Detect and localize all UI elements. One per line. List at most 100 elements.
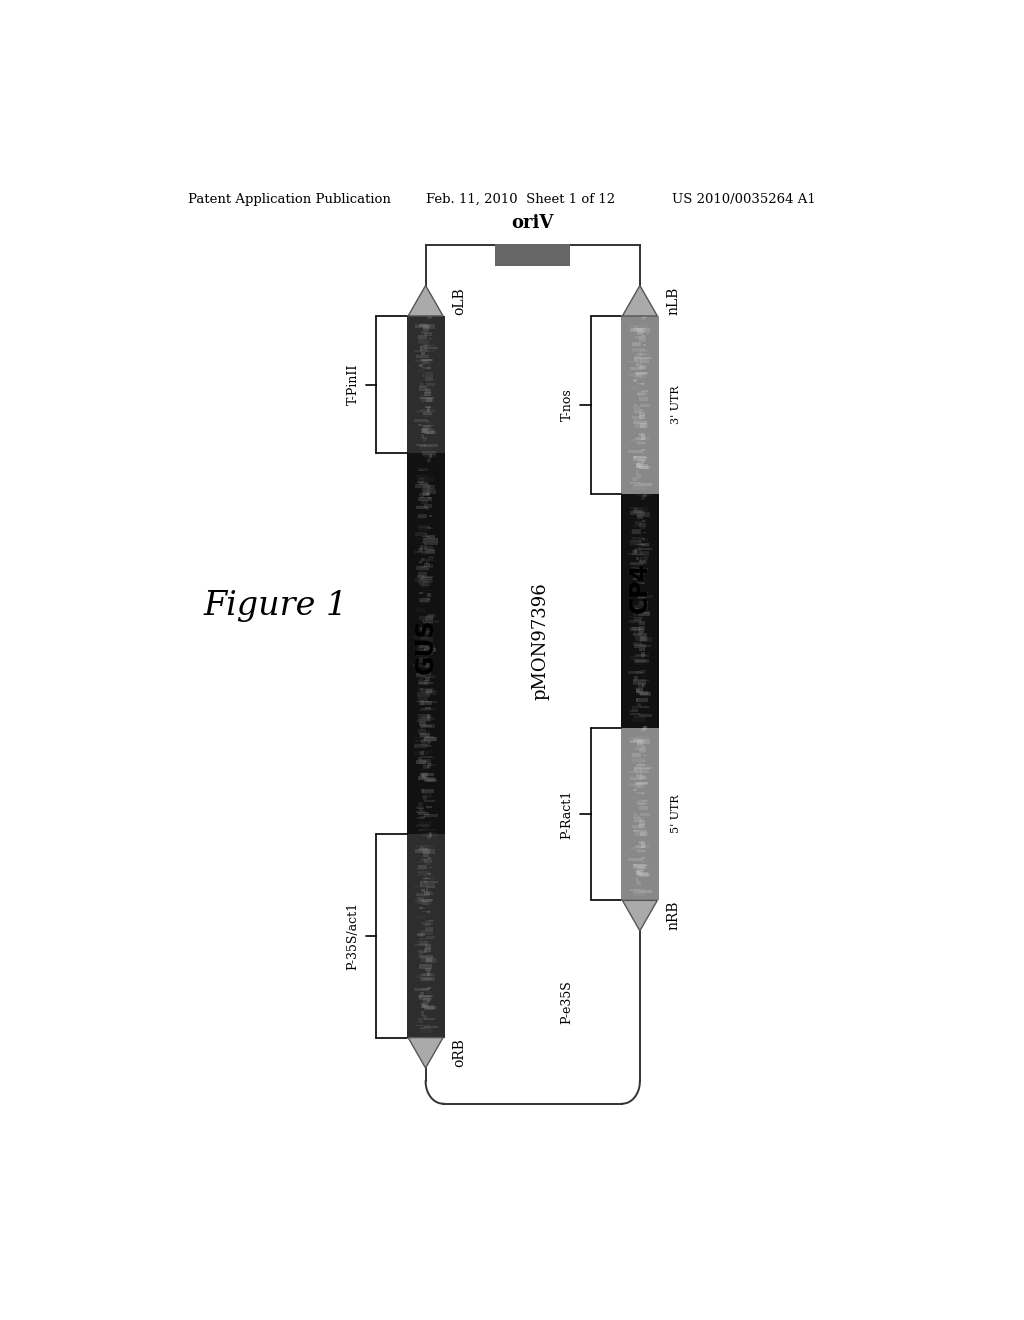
Bar [641,436,645,440]
Bar [636,463,643,467]
Bar [424,677,430,678]
Bar [420,599,429,602]
Bar [420,816,425,817]
Bar [416,325,430,329]
Bar [418,680,429,685]
Bar [417,335,426,339]
Bar [423,900,428,906]
Bar [425,944,431,949]
Bar [416,444,425,446]
Bar [639,616,644,619]
Bar [633,529,641,533]
Bar [427,578,431,581]
Bar [424,345,435,347]
Bar [634,865,646,866]
Bar [639,416,645,420]
Bar [426,508,430,510]
Bar [636,870,643,874]
Bar [419,445,432,450]
Bar [636,552,640,556]
Bar [418,949,427,953]
Bar [427,614,435,618]
Bar [423,581,428,586]
Bar [639,620,645,626]
Bar [417,480,424,483]
Bar [639,433,645,436]
Bar [416,506,428,510]
Bar [423,725,432,727]
Bar [639,543,642,545]
Bar [630,562,643,565]
Bar [418,871,429,874]
Bar [424,671,431,675]
Bar [422,829,435,832]
Bar [418,335,427,339]
Bar [634,407,640,409]
Bar [426,645,435,649]
Bar [637,850,646,851]
Bar [629,553,643,554]
Bar [634,327,642,331]
Bar [421,330,428,334]
Bar [426,863,430,865]
Bar [633,863,645,869]
Bar [636,507,649,511]
Bar [634,817,641,822]
Bar [628,781,642,785]
Bar [419,701,431,705]
Bar [416,894,428,896]
Bar [427,750,432,752]
Bar [427,593,431,597]
Bar [418,642,425,644]
Bar [634,644,646,648]
Bar [632,550,637,554]
Bar [633,680,645,685]
Bar [423,1015,427,1019]
Bar [637,331,643,335]
Bar [635,577,646,578]
Bar [423,851,429,857]
Bar [631,507,638,511]
Bar [416,411,430,413]
Bar [421,346,427,348]
Bar [415,360,427,363]
Text: P-35S/act1: P-35S/act1 [346,902,359,970]
Bar [636,698,638,702]
Bar [419,697,428,702]
Bar [423,998,430,1003]
Bar [416,1024,425,1027]
Bar [418,776,426,780]
Bar [421,397,434,403]
Bar [643,726,647,730]
Bar [422,788,424,793]
Bar [636,437,646,440]
Bar [424,891,430,895]
Bar [427,911,430,912]
Bar [422,374,424,378]
Bar [639,644,651,647]
Bar [641,317,645,321]
Bar [632,387,639,389]
Bar [633,820,642,821]
Bar [423,325,435,329]
Bar [621,727,658,900]
Text: pMON97396: pMON97396 [531,582,550,700]
Bar [428,557,434,561]
Bar [640,358,649,363]
Bar [635,569,647,572]
Bar [428,871,430,874]
Bar [629,325,642,327]
Bar [639,626,645,630]
Bar [420,627,423,630]
Bar [634,659,649,663]
Bar [420,577,432,579]
Bar [634,418,637,422]
Bar [636,845,646,847]
Bar [633,680,637,682]
Bar [424,429,434,434]
Bar [634,484,646,490]
Bar [422,730,430,733]
Bar [636,337,642,339]
Bar [637,866,642,867]
Bar [636,688,643,693]
